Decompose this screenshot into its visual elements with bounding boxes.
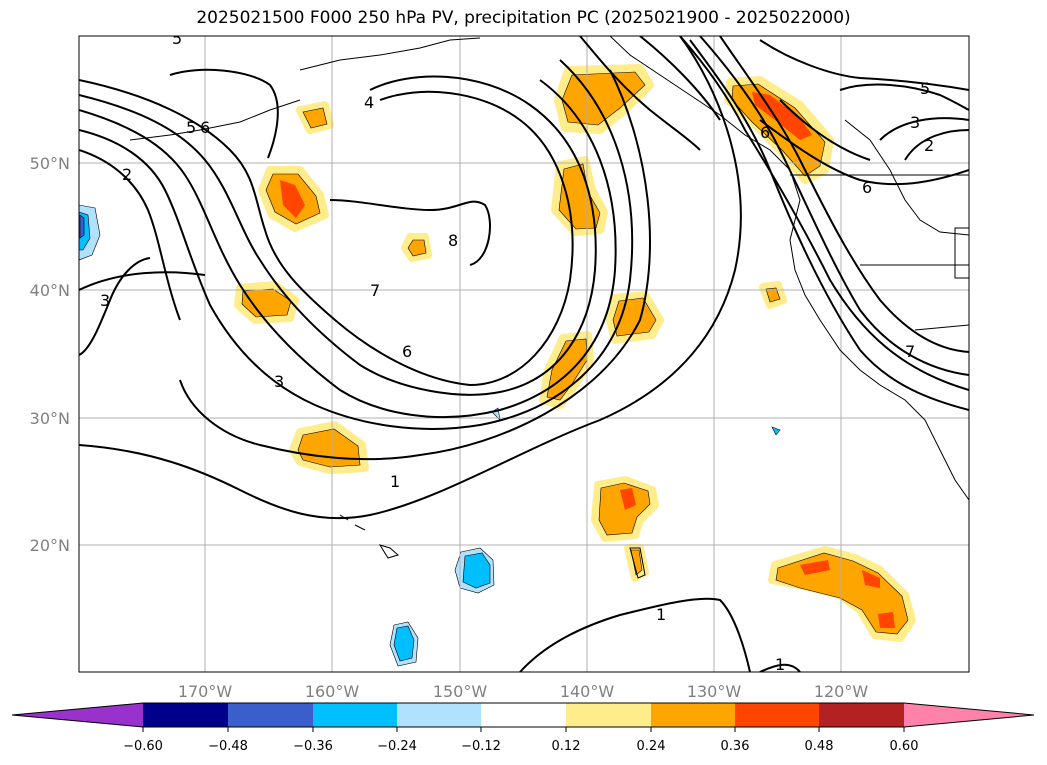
svg-text:7: 7 [370, 281, 380, 300]
svg-text:6: 6 [862, 178, 872, 197]
colorbar-segment [819, 703, 904, 727]
colorbar-tick-label: −0.24 [377, 739, 417, 754]
colorbar-segment [228, 703, 313, 727]
svg-text:5: 5 [172, 29, 182, 48]
lat-label: 40°N [30, 281, 70, 300]
svg-text:3: 3 [274, 372, 284, 391]
lat-label: 20°N [30, 536, 70, 555]
colorbar-segment [397, 703, 481, 727]
svg-text:7: 7 [905, 342, 915, 361]
svg-text:4: 4 [364, 93, 374, 112]
svg-text:6: 6 [402, 342, 412, 361]
svg-text:8: 8 [448, 231, 458, 250]
svg-text:1: 1 [390, 472, 400, 491]
svg-text:2: 2 [122, 165, 132, 184]
colorbar-tick-label: −0.48 [208, 739, 248, 754]
colorbar-segment [566, 703, 651, 727]
pv-contours [79, 36, 969, 672]
svg-text:5: 5 [920, 79, 930, 98]
lon-label: 130°W [687, 682, 742, 701]
colorbar-segment [313, 703, 397, 727]
coastlines [129, 36, 969, 579]
colorbar-tick-label: −0.12 [461, 739, 501, 754]
svg-text:3: 3 [910, 113, 920, 132]
svg-text:5: 5 [186, 118, 196, 137]
plot-frame [78, 35, 970, 673]
svg-text:6: 6 [200, 118, 210, 137]
contour-labels: 5 4 5 6 2 3 8 7 6 3 1 1 1 5 3 2 6 7 6 [100, 29, 934, 674]
colorbar-segment [481, 703, 566, 727]
map-title: 2025021500 F000 250 hPa PV, precipitatio… [196, 8, 851, 28]
colorbar-segment [143, 703, 228, 727]
lon-label: 170°W [178, 682, 233, 701]
colorbar-tick-label: 0.48 [805, 739, 834, 754]
colorbar-segment [735, 703, 819, 727]
lon-label: 150°W [433, 682, 488, 701]
svg-text:2: 2 [924, 136, 934, 155]
colorbar-tick-label: 0.60 [890, 739, 919, 754]
colorbar-tick-label: −0.60 [123, 739, 163, 754]
lat-label: 50°N [30, 154, 70, 173]
colorbar-tick-label: 0.36 [721, 739, 750, 754]
lat-label: 30°N [30, 409, 70, 428]
lon-tick-labels: 170°W 160°W 150°W 140°W 130°W 120°W [178, 682, 869, 701]
colorbar-tick-label: 0.12 [552, 739, 581, 754]
colorbar-tick-label: −0.36 [293, 739, 333, 754]
colorbar-tick-label: 0.24 [637, 739, 666, 754]
lon-label: 140°W [560, 682, 615, 701]
lon-label: 160°W [305, 682, 360, 701]
gridlines [79, 36, 969, 672]
lat-tick-labels: 50°N 40°N 30°N 20°N [30, 154, 70, 555]
colorbar: −0.60 −0.48 −0.36 −0.24 −0.12 0.12 0.24 … [11, 702, 1035, 754]
colorbar-extend-high [904, 703, 1034, 727]
colorbar-extend-low [12, 703, 143, 727]
svg-text:3: 3 [100, 291, 110, 310]
lon-label: 120°W [814, 682, 869, 701]
colorbar-segment [651, 703, 735, 727]
svg-text:1: 1 [656, 605, 666, 624]
svg-text:6: 6 [760, 123, 770, 142]
svg-text:1: 1 [775, 655, 785, 674]
